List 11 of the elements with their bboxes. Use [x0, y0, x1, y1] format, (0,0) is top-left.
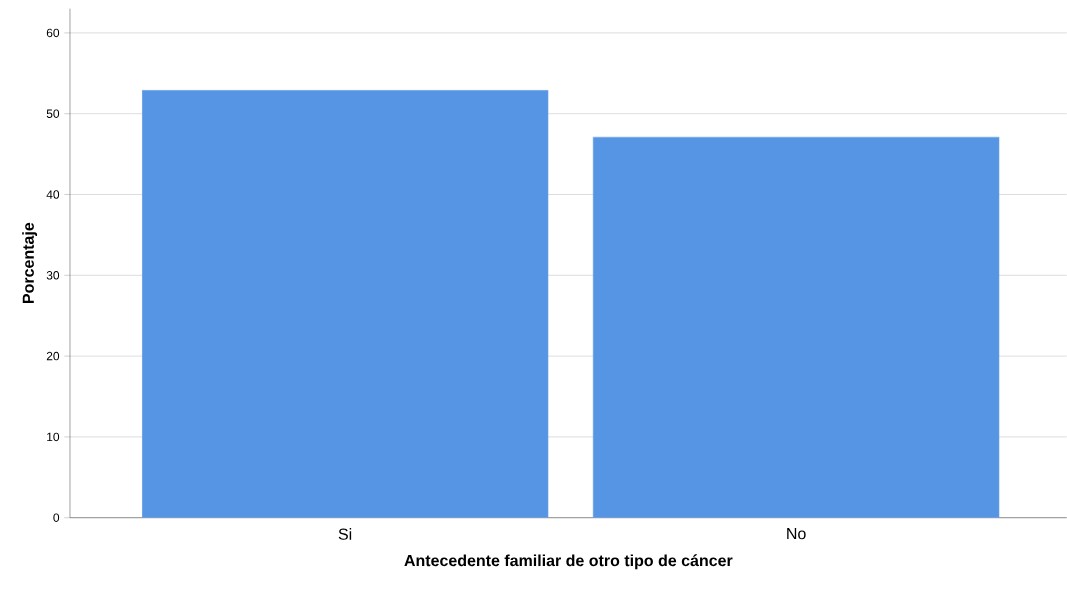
y-tick-label: 40	[46, 190, 60, 199]
x-tick-label: Si	[338, 528, 352, 540]
y-tick-label: 20	[46, 352, 60, 361]
x-tick-label: No	[787, 528, 806, 540]
y-tick-label: 30	[46, 271, 60, 280]
y-tick-label: 10	[47, 432, 60, 442]
y-tick-label: 50	[46, 109, 60, 119]
y-axis-title: Porcentaje	[22, 223, 38, 304]
y-tick-label: 0	[53, 513, 60, 523]
y-tick-label: 60	[46, 28, 60, 38]
x-axis-title: Antecedente familiar de otro tipo de cáncer	[404, 554, 733, 570]
